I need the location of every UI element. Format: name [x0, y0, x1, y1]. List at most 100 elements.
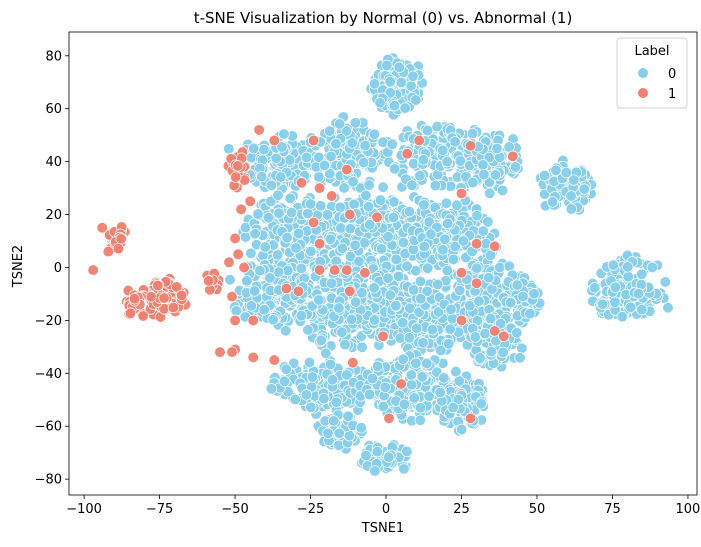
y-tick-label: 80 [45, 49, 62, 64]
x-tick-label: 25 [453, 502, 470, 517]
point-label-0 [245, 247, 257, 259]
point-label-0 [326, 374, 339, 386]
point-label-1 [377, 330, 389, 342]
point-label-0 [546, 196, 559, 208]
point-label-0 [450, 365, 462, 378]
point-label-0 [489, 169, 502, 181]
point-label-1 [292, 285, 305, 297]
point-label-0 [504, 296, 517, 309]
point-label-0 [609, 296, 621, 308]
point-label-0 [305, 245, 317, 258]
point-label-1 [307, 216, 320, 229]
point-label-1 [226, 290, 238, 303]
point-label-0 [318, 392, 330, 405]
point-label-0 [366, 372, 379, 385]
x-tick-label: −25 [297, 502, 324, 517]
point-label-1 [96, 222, 108, 234]
point-label-0 [390, 300, 402, 312]
point-label-0 [496, 184, 509, 197]
point-label-0 [346, 137, 358, 149]
point-label-0 [438, 372, 450, 384]
point-label-0 [466, 127, 479, 140]
point-label-0 [397, 317, 409, 329]
point-label-0 [349, 117, 362, 129]
point-label-0 [426, 324, 439, 336]
point-label-0 [382, 272, 394, 284]
point-label-0 [377, 136, 389, 148]
point-label-1 [307, 134, 320, 147]
point-label-0 [514, 352, 526, 364]
point-label-0 [441, 155, 453, 168]
point-label-0 [411, 322, 423, 334]
point-label-0 [511, 327, 523, 339]
point-label-0 [239, 231, 252, 243]
point-label-1 [268, 354, 280, 366]
point-label-0 [425, 228, 437, 240]
point-label-0 [434, 386, 446, 399]
point-label-0 [304, 198, 317, 210]
point-label-1 [203, 275, 215, 287]
point-label-1 [253, 124, 265, 136]
point-label-0 [349, 239, 361, 251]
point-label-0 [483, 176, 495, 188]
point-label-0 [258, 143, 270, 156]
point-label-1 [176, 289, 188, 302]
point-label-1 [313, 182, 326, 194]
point-label-0 [431, 120, 443, 133]
point-label-0 [483, 272, 495, 284]
point-label-0 [368, 282, 380, 294]
point-label-0 [387, 211, 400, 224]
point-label-0 [550, 164, 562, 176]
point-label-1 [229, 314, 241, 327]
point-label-1 [247, 314, 259, 327]
point-label-0 [454, 284, 466, 297]
point-label-0 [336, 326, 348, 338]
point-label-0 [290, 242, 302, 254]
x-tick-label: 100 [676, 502, 701, 517]
point-label-0 [327, 415, 340, 427]
point-label-0 [395, 76, 408, 89]
point-label-0 [248, 285, 261, 297]
y-tick-label: 60 [45, 102, 62, 117]
point-label-0 [362, 201, 375, 213]
point-label-0 [374, 194, 387, 206]
point-label-0 [417, 337, 429, 349]
point-label-1 [229, 232, 241, 245]
point-label-0 [524, 308, 536, 320]
point-label-0 [479, 327, 491, 340]
x-tick-label: 75 [604, 502, 621, 517]
point-label-0 [300, 389, 313, 401]
point-label-0 [324, 358, 337, 371]
point-label-0 [241, 275, 253, 287]
point-label-0 [625, 301, 637, 313]
point-label-0 [363, 179, 375, 191]
point-label-0 [636, 303, 648, 316]
point-label-0 [432, 278, 444, 291]
point-label-0 [305, 401, 317, 413]
x-axis: −100 −75 −50 −25 0 25 50 75 100 [66, 495, 700, 517]
point-label-0 [273, 207, 285, 219]
point-label-0 [223, 143, 235, 155]
point-label-0 [224, 274, 236, 286]
point-label-0 [265, 179, 277, 192]
point-label-1 [498, 330, 510, 342]
point-label-0 [473, 295, 485, 307]
point-label-0 [275, 171, 287, 183]
point-label-0 [363, 388, 376, 401]
point-label-1 [344, 285, 356, 297]
point-label-0 [326, 277, 338, 289]
legend-marker-0 [638, 68, 648, 78]
point-label-0 [440, 197, 453, 209]
point-label-0 [401, 260, 413, 272]
point-label-1 [313, 238, 326, 250]
chart-title: t-SNE Visualization by Normal (0) vs. Ab… [194, 9, 573, 27]
point-label-0 [469, 331, 482, 343]
point-label-0 [322, 427, 334, 439]
point-label-0 [441, 264, 453, 277]
point-label-0 [418, 199, 430, 211]
point-label-0 [538, 169, 551, 182]
point-label-1 [359, 267, 371, 279]
y-tick-label: −80 [35, 473, 62, 488]
point-label-0 [368, 314, 381, 326]
